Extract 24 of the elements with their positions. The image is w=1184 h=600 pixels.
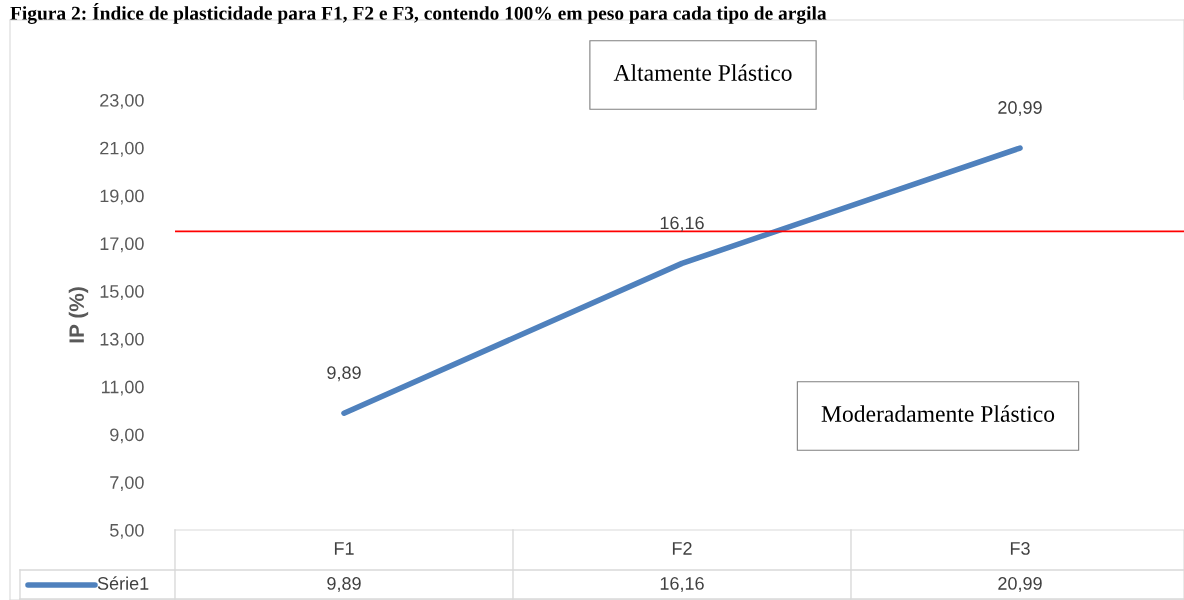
legend-label: Série1 bbox=[97, 576, 149, 590]
y-tick-label: 17,00 bbox=[100, 237, 144, 253]
y-tick-label: 21,00 bbox=[100, 141, 144, 157]
y-tick-label: 11,00 bbox=[101, 380, 144, 396]
text: 9,89 bbox=[327, 577, 361, 592]
y-tick-label: 13,00 bbox=[100, 332, 144, 348]
text: 20,99 bbox=[998, 101, 1042, 117]
annotation: Moderadamente Plástico bbox=[821, 405, 1055, 422]
text: 20,99 bbox=[998, 577, 1042, 592]
chart-title: Figura 2: Índice de plasticidade para F1, F2 e F3, contendo 100% em peso para cada tipo de argila bbox=[10, 3, 827, 24]
y-axis-title: IP (%) bbox=[68, 287, 89, 343]
y-tick-label: 23,00 bbox=[100, 93, 144, 109]
text: 16,16 bbox=[660, 577, 704, 592]
y-tick-label: 5,00 bbox=[110, 523, 144, 539]
y-tick-label: 15,00 bbox=[100, 285, 144, 300]
text: 16,16 bbox=[660, 216, 704, 232]
y-tick-label: 9,00 bbox=[110, 428, 144, 444]
y-tick-label: 7,00 bbox=[110, 476, 144, 492]
x-tick-label: F1 bbox=[334, 542, 354, 555]
text: Altamente Plástico bbox=[613, 64, 792, 81]
y-tick-label: 19,00 bbox=[100, 189, 144, 205]
x-tick-label: F2 bbox=[672, 542, 692, 555]
text: 9,89 bbox=[327, 366, 361, 382]
x-tick-label: F3 bbox=[1010, 542, 1030, 555]
